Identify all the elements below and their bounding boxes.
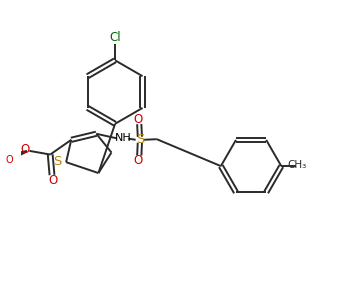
Text: S: S — [136, 133, 144, 146]
Text: CH₃: CH₃ — [287, 160, 307, 170]
Text: O: O — [48, 174, 57, 187]
Text: Cl: Cl — [109, 31, 121, 44]
Text: O: O — [134, 154, 143, 167]
Text: O: O — [134, 113, 143, 126]
Text: NH: NH — [115, 133, 132, 143]
Text: O: O — [20, 142, 30, 156]
Text: S: S — [53, 155, 61, 168]
Text: O: O — [5, 155, 13, 165]
